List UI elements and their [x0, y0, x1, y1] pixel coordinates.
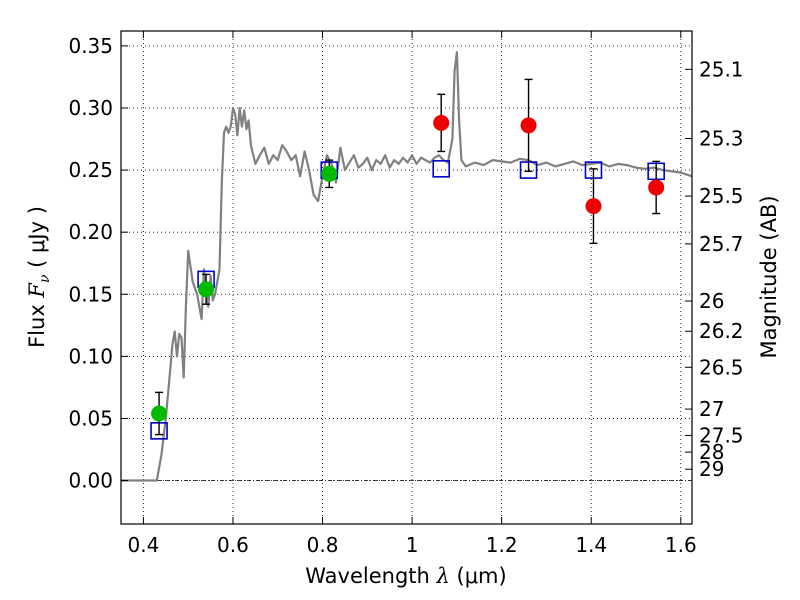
x-tick-label: 1.4: [575, 533, 607, 557]
mag-tick-label: 29: [699, 457, 724, 481]
mag-tick-label: 25.5: [699, 184, 744, 208]
x-tick-label: 1.6: [665, 533, 697, 557]
x-tick-label: 0.4: [127, 533, 159, 557]
mag-tick-label: 25.7: [699, 232, 744, 256]
x-tick-label: 1: [406, 533, 419, 557]
y-tick-label: 0.35: [68, 34, 113, 58]
mag-tick-label: 27: [699, 397, 724, 421]
x-tick-label: 0.6: [217, 533, 249, 557]
mag-tick-label: 27.5: [699, 423, 744, 447]
y-tick-label: 0.20: [68, 220, 113, 244]
observed-point: [321, 165, 338, 182]
y-tick-label: 0.30: [68, 96, 113, 120]
x-tick-label: 1.2: [486, 533, 518, 557]
observed-point: [198, 281, 215, 298]
plot-background: [121, 31, 692, 524]
y-tick-label: 0.00: [68, 469, 113, 493]
mag-tick-label: 25.1: [699, 57, 744, 81]
mag-tick-label: 26: [699, 289, 724, 313]
observed-point: [648, 179, 665, 196]
axis-ticks: 0.4 0.6 0.8 1 1.2 1.4 1.6 0.00 0.05 0.10 0.15 0.20 0…: [68, 31, 744, 557]
observed-points: [151, 78, 665, 436]
mag-tick-label: 26.5: [699, 355, 744, 379]
observed-point: [151, 405, 168, 422]
x-axis-label: Wavelength λ (μm): [305, 564, 506, 588]
y-tick-label: 0.25: [68, 158, 113, 182]
observed-point: [585, 198, 602, 215]
model-band-square: [432, 160, 451, 178]
y-tick-label: 0.15: [68, 282, 113, 306]
observed-point: [520, 117, 537, 134]
right-axis-label: Magnitude (AB): [757, 195, 781, 358]
mag-tick-label: 26.2: [699, 319, 744, 343]
y-axis-label: Flux Fν ( μJy ): [25, 206, 53, 348]
mag-tick-label: 25.3: [699, 127, 744, 151]
y-tick-label: 0.10: [68, 344, 113, 368]
x-tick-label: 0.8: [307, 533, 339, 557]
plot-frame: [120, 30, 693, 525]
observed-point: [433, 114, 450, 131]
mag-tick-label: 28: [699, 440, 724, 464]
y-tick-label: 0.05: [68, 406, 113, 430]
